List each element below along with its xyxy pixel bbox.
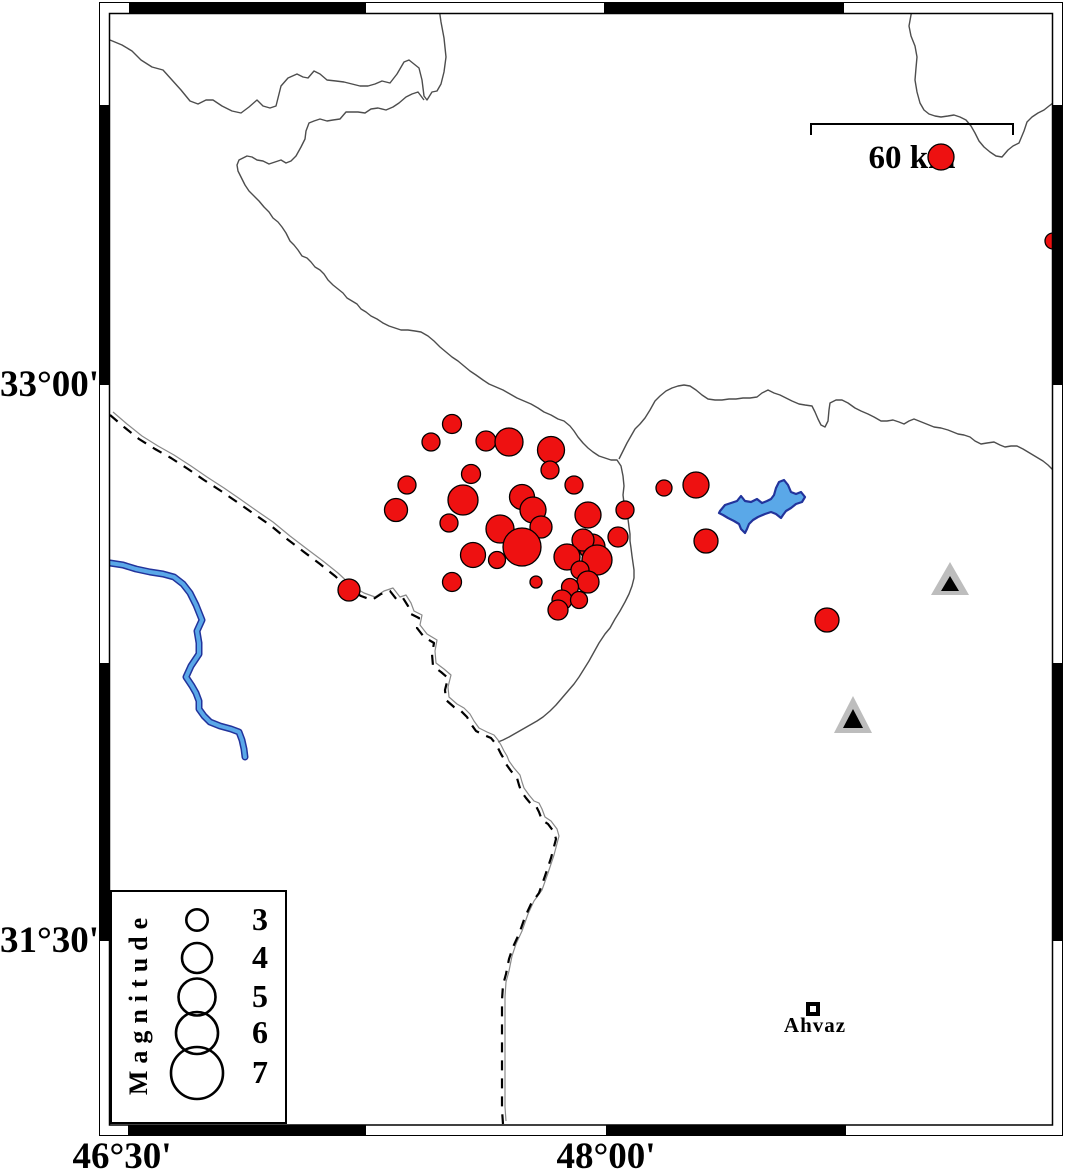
- frame-segment-bottom: [128, 1125, 366, 1136]
- map-frame-inner: [108, 12, 1054, 1126]
- earthquake-marker: [459, 541, 487, 569]
- legend-magnitude-circle: [177, 977, 217, 1017]
- axis-label-lat-3130: 31°30': [0, 920, 100, 961]
- earthquake-marker: [1044, 232, 1053, 250]
- scale-bar: [810, 123, 1014, 135]
- frame-segment-left: [99, 663, 110, 941]
- earthquake-marker: [383, 497, 409, 523]
- frame-segment-top: [604, 2, 844, 14]
- river: [109, 561, 247, 759]
- earthquake-marker: [564, 475, 584, 495]
- frame-segment-bottom: [606, 1125, 846, 1136]
- earthquake-marker: [693, 528, 719, 554]
- legend-value-5: 5: [252, 978, 268, 1014]
- earthquake-marker: [529, 515, 553, 539]
- legend-magnitude-circle: [185, 907, 210, 932]
- frame-segment-right: [1052, 105, 1063, 385]
- earthquake-marker: [571, 528, 595, 552]
- legend-magnitude-circle: [174, 1010, 220, 1056]
- legend-value-3: 3: [252, 901, 268, 937]
- earthquake-marker: [574, 501, 602, 529]
- earthquake-marker: [655, 479, 673, 497]
- earthquake-marker: [421, 432, 441, 452]
- lake: [717, 478, 807, 535]
- legend-value-4: 4: [252, 939, 268, 975]
- frame-segment-top: [129, 2, 366, 14]
- magnitude-legend-box: [110, 890, 287, 1124]
- earthquake-marker: [529, 575, 543, 589]
- earthquake-marker: [447, 484, 479, 516]
- axis-label-lon-4800: 48°00': [556, 1136, 656, 1175]
- earthquake-marker: [540, 460, 560, 480]
- earthquake-marker: [397, 475, 417, 495]
- map-frame-outer: [99, 2, 1063, 1136]
- earthquake-marker: [814, 607, 840, 633]
- axis-label-lon-4630: 46°30': [72, 1136, 172, 1175]
- earthquake-marker: [337, 578, 361, 602]
- coastline: [109, 13, 447, 114]
- earthquake-marker: [441, 571, 463, 593]
- map-layer: [109, 13, 1053, 1125]
- earthquake-marker: [615, 500, 635, 520]
- legend-magnitude-circle: [180, 941, 214, 975]
- earthquake-marker: [441, 413, 463, 435]
- coastline: [908, 13, 1053, 158]
- legend-value-6: 6: [252, 1014, 268, 1050]
- earthquake-marker: [569, 590, 589, 610]
- earthquake-marker: [487, 550, 507, 570]
- earthquake-marker: [460, 463, 482, 485]
- axis-label-lat-33: 33°00': [0, 364, 100, 405]
- earthquake-marker: [682, 471, 710, 499]
- frame-segment-left: [99, 105, 110, 385]
- earthquake-marker: [547, 599, 569, 621]
- city-marker-square: [806, 1002, 820, 1016]
- city-label: Ahvaz: [783, 1013, 847, 1037]
- earthquake-marker: [927, 143, 955, 171]
- earthquake-marker: [475, 430, 497, 452]
- earthquake-marker: [536, 435, 566, 465]
- coastline: [618, 384, 1053, 471]
- earthquake-marker: [494, 427, 524, 457]
- station-triangle-inner: [941, 576, 959, 591]
- earthquake-marker: [576, 570, 600, 594]
- earthquake-marker: [607, 526, 629, 548]
- station-triangle-inner: [843, 709, 863, 728]
- legend-magnitude-circle: [169, 1045, 225, 1101]
- earthquake-marker: [502, 527, 542, 567]
- frame-segment-right: [1052, 663, 1063, 941]
- legend-value-7: 7: [252, 1054, 268, 1090]
- earthquake-marker: [439, 513, 459, 533]
- coastline: [236, 91, 635, 743]
